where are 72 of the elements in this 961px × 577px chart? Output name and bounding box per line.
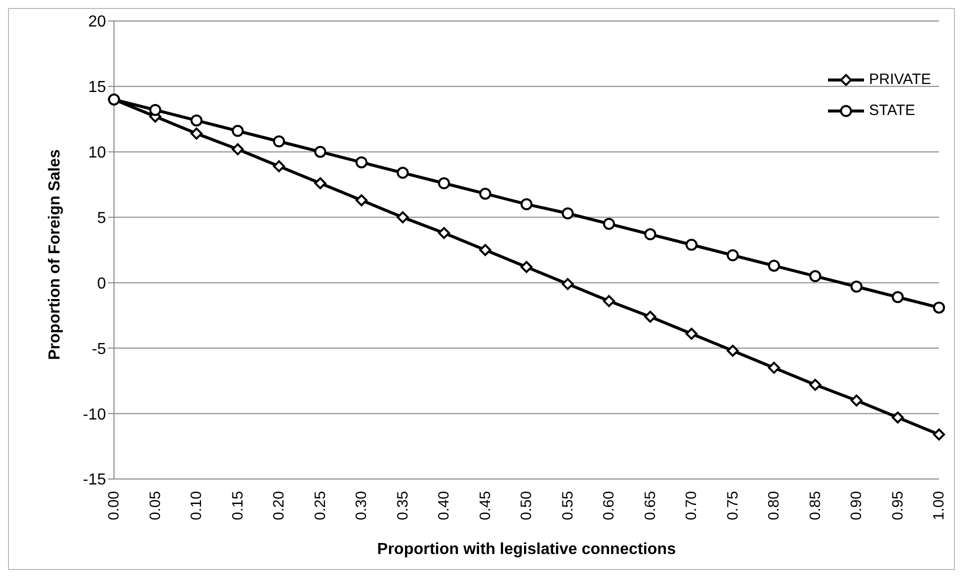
x-tick-label: 0.60: [600, 491, 618, 520]
point: [520, 198, 532, 210]
x-tick-label: 0.15: [229, 491, 246, 520]
point: [892, 411, 904, 424]
x-tick-label: 0.45: [476, 491, 494, 520]
x-tick-label: 0.50: [518, 491, 535, 520]
point: [686, 328, 698, 340]
y-tick-label: -10: [82, 406, 106, 424]
x-tick-label: 0.40: [436, 491, 452, 520]
x-tick-label: 0.95: [889, 491, 906, 520]
point: [314, 177, 326, 190]
point: [438, 177, 450, 190]
point: [892, 291, 904, 304]
point: [356, 194, 368, 206]
point: [809, 270, 822, 282]
x-tick-label: 0.30: [353, 491, 370, 520]
legend-label: STATE: [869, 102, 916, 119]
point: [644, 310, 656, 323]
x-tick-label: 0.05: [146, 491, 164, 520]
x-axis-title: Proportion with legislative connections: [377, 541, 676, 558]
point: [686, 238, 698, 251]
y-tick-label: -15: [82, 472, 106, 489]
y-axis-title: Proportion of Foreign Sales: [46, 149, 64, 360]
x-tick-label: 0.75: [724, 491, 742, 520]
point: [190, 128, 202, 140]
point: [850, 394, 862, 406]
point: [396, 166, 409, 179]
x-tick-label: 0.35: [394, 491, 412, 520]
y-tick-label: 15: [88, 79, 106, 96]
point: [396, 211, 409, 224]
point: [438, 226, 450, 239]
point: [768, 362, 780, 374]
x-tick-label: 0.70: [683, 491, 700, 520]
point: [520, 261, 532, 274]
point: [933, 302, 945, 314]
point: [479, 188, 492, 200]
point: [190, 114, 202, 126]
point: [768, 260, 780, 272]
point: [850, 280, 862, 293]
point: [273, 160, 285, 172]
x-tick-label: 0.55: [559, 491, 576, 520]
y-tick-label: 10: [88, 144, 106, 162]
x-tick-label: 0.20: [270, 491, 288, 520]
point: [562, 207, 574, 220]
point: [809, 378, 822, 391]
point: [603, 295, 615, 308]
point: [479, 244, 492, 256]
point: [273, 135, 285, 148]
point: [644, 228, 656, 240]
y-tick-label: 20: [88, 14, 106, 31]
point: [726, 344, 739, 357]
legend-label: PRIVATE: [869, 71, 931, 88]
x-tick-label: 0.90: [848, 491, 865, 520]
x-tick-label: 0.80: [766, 491, 782, 520]
x-tick-label: 1.00: [930, 491, 948, 520]
point: [726, 249, 739, 262]
point: [603, 218, 615, 230]
y-tick-label: 5: [97, 210, 106, 227]
x-tick-label: 0.65: [642, 491, 659, 520]
point: [149, 104, 162, 116]
point: [933, 428, 945, 441]
point: [356, 156, 368, 168]
y-tick-label: 0: [97, 275, 106, 292]
point: [232, 143, 244, 156]
x-tick-label: 0.25: [312, 491, 329, 520]
x-tick-label: 0.10: [188, 491, 205, 520]
point: [562, 278, 574, 290]
x-tick-label: 0.00: [106, 491, 122, 520]
point: [314, 146, 326, 158]
x-tick-label: 0.85: [806, 491, 824, 520]
y-tick-label: -5: [92, 340, 106, 358]
point: [232, 124, 244, 137]
